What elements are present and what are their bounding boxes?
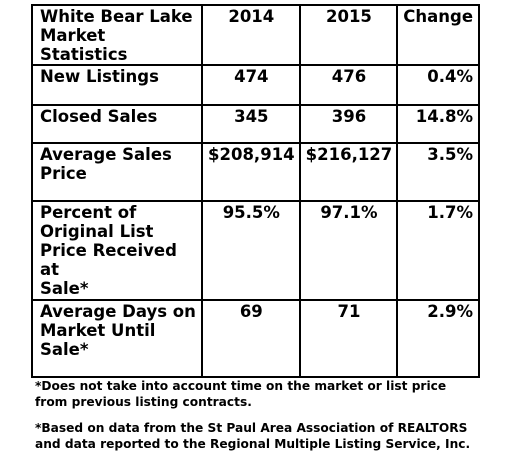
footnotes: *Does not take into account time on the … <box>35 378 505 462</box>
cell-2014: 345 <box>201 104 301 144</box>
table-row-new-listings: New Listings 474 476 0.4% <box>31 64 481 106</box>
cell-change: 2.9% <box>396 299 481 378</box>
cell-2015: 71 <box>298 299 399 378</box>
row-label: Average Days on Market Until Sale* <box>31 299 203 378</box>
column-header-change: Change <box>396 4 481 66</box>
cell-change: 1.7% <box>396 200 481 301</box>
column-header-2014: 2014 <box>201 4 301 66</box>
cell-2014: 95.5% <box>201 200 301 301</box>
cell-change: 3.5% <box>396 142 481 202</box>
footnote-data-source: *Based on data from the St Paul Area Ass… <box>35 421 471 451</box>
row-label: Closed Sales <box>31 104 203 144</box>
table-row-closed-sales: Closed Sales 345 396 14.8% <box>31 104 481 144</box>
cell-change: 0.4% <box>396 64 481 106</box>
column-header-2015: 2015 <box>298 4 399 66</box>
cell-2014: 69 <box>201 299 301 378</box>
table-row-percent-original-list-price: Percent of Original List Price Received … <box>31 200 481 301</box>
footnote-market-time: *Does not take into account time on the … <box>35 379 447 409</box>
cell-2014: 474 <box>201 64 301 106</box>
cell-change: 14.8% <box>396 104 481 144</box>
cell-2015: $216,127 <box>298 142 399 202</box>
cell-2015: 396 <box>298 104 399 144</box>
row-label: Average Sales Price <box>31 142 203 202</box>
table-row-average-sales-price: Average Sales Price $208,914 $216,127 3.… <box>31 142 481 202</box>
table-row-average-days-on-market: Average Days on Market Until Sale* 69 71… <box>31 299 481 378</box>
table-title: White Bear Lake Market Statistics <box>31 4 203 66</box>
market-statistics-table: White Bear Lake Market Statistics 2014 2… <box>31 4 481 378</box>
cell-2014: $208,914 <box>201 142 301 202</box>
cell-2015: 97.1% <box>298 200 399 301</box>
cell-2015: 476 <box>298 64 399 106</box>
table-header-row: White Bear Lake Market Statistics 2014 2… <box>31 4 481 66</box>
row-label: Percent of Original List Price Received … <box>31 200 203 301</box>
row-label: New Listings <box>31 64 203 106</box>
